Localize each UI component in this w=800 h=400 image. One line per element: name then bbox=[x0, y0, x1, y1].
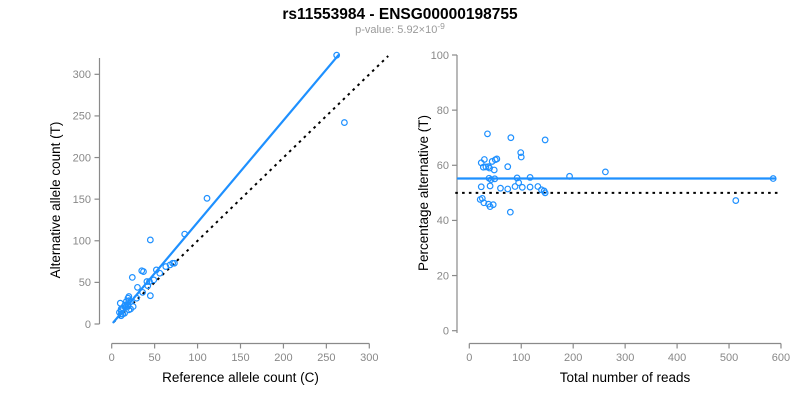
data-point-circle bbox=[333, 51, 341, 59]
data-point-circle bbox=[511, 183, 519, 190]
data-point-circle bbox=[769, 175, 777, 182]
data-point-circle bbox=[484, 130, 491, 138]
y-tick-label: 0 bbox=[85, 319, 91, 331]
right-scatter-panel: 0 100 200 300 400 500 600 0 20 40 60 80 100 Total num… bbox=[416, 50, 790, 385]
data-point-circle bbox=[477, 183, 485, 191]
data-point-circle bbox=[602, 168, 609, 176]
x-tick-label: 100 bbox=[512, 352, 530, 364]
data-point-circle bbox=[526, 174, 534, 181]
data-point-circle bbox=[489, 201, 497, 209]
data-point-circle bbox=[134, 283, 141, 291]
x-tick-label: 150 bbox=[231, 352, 249, 364]
data-point-circle bbox=[488, 158, 496, 165]
data-point-circle bbox=[166, 261, 174, 269]
data-point-circle bbox=[515, 179, 523, 187]
data-point-circle bbox=[146, 278, 153, 285]
data-point-circle bbox=[152, 266, 160, 274]
x-tick-label: 300 bbox=[616, 352, 634, 364]
data-point-circle bbox=[150, 276, 158, 284]
x-tick-label: 400 bbox=[668, 352, 686, 364]
data-point-circle bbox=[507, 134, 515, 142]
pvalue-exponent: -9 bbox=[437, 21, 445, 31]
data-point-circle bbox=[144, 282, 152, 290]
data-point-circle bbox=[146, 236, 154, 244]
x-tick-label: 0 bbox=[466, 352, 472, 364]
data-point-circle bbox=[541, 136, 549, 144]
data-point-circle bbox=[504, 163, 512, 171]
x-tick-label: 100 bbox=[188, 352, 206, 364]
y-tick-label: 250 bbox=[73, 111, 91, 123]
y-tick-label: 20 bbox=[437, 270, 449, 282]
figure-title: rs11553984 - ENSG00000198755 bbox=[282, 6, 518, 23]
data-point-circle bbox=[491, 175, 499, 183]
x-tick-label: 250 bbox=[317, 352, 335, 364]
data-point-circle bbox=[518, 183, 526, 191]
y-tick-label: 200 bbox=[73, 152, 91, 164]
fit-line bbox=[112, 54, 340, 324]
y-tick-label: 50 bbox=[79, 277, 91, 289]
data-point-circle bbox=[732, 197, 740, 204]
data-point-circle bbox=[340, 119, 348, 126]
y-axis-title: Percentage alternative (T) bbox=[416, 115, 431, 271]
data-point-circle bbox=[156, 269, 164, 277]
y-axis-title: Alternative allele count (T) bbox=[48, 122, 63, 279]
y-tick-label: 150 bbox=[73, 194, 91, 206]
left-scatter-panel: 0 50 100 150 200 250 300 0 50 100 150 200 250 300 Refe… bbox=[48, 51, 389, 385]
data-point-circle bbox=[181, 230, 189, 238]
x-axis-title: Reference allele count (C) bbox=[162, 370, 319, 385]
data-point-circle bbox=[534, 183, 542, 190]
data-point-circle bbox=[121, 309, 128, 317]
x-tick-label: 50 bbox=[149, 352, 161, 364]
x-tick-label: 200 bbox=[274, 352, 292, 364]
data-point-circle bbox=[129, 303, 137, 310]
y-tick-label: 100 bbox=[431, 50, 449, 62]
x-axis-title: Total number of reads bbox=[560, 370, 691, 385]
data-point-circle bbox=[133, 294, 141, 302]
data-point-circle bbox=[538, 186, 545, 194]
data-point-circle bbox=[482, 163, 490, 171]
pvalue-text: p-value: 5.92×10 bbox=[355, 24, 437, 36]
x-tick-label: 200 bbox=[564, 352, 582, 364]
data-point-circle bbox=[506, 208, 514, 216]
data-point-circle bbox=[517, 149, 525, 156]
data-point-circle bbox=[140, 268, 147, 275]
data-point-circle bbox=[139, 288, 147, 296]
data-point-circle bbox=[487, 176, 495, 184]
data-point-circle bbox=[485, 163, 492, 171]
y-tick-label: 40 bbox=[437, 215, 449, 227]
x-tick-label: 600 bbox=[772, 352, 790, 364]
data-point-circle bbox=[490, 166, 498, 174]
data-point-circle bbox=[128, 273, 136, 281]
y-tick-label: 60 bbox=[437, 160, 449, 172]
y-tick-label: 100 bbox=[73, 236, 91, 248]
data-point-circle bbox=[504, 185, 512, 193]
data-point-circle bbox=[146, 292, 154, 300]
data-point-circle bbox=[526, 183, 534, 191]
reference-dotted-line bbox=[112, 55, 389, 324]
y-tick-label: 80 bbox=[437, 105, 449, 117]
data-point-circle bbox=[143, 278, 151, 285]
data-point-circle bbox=[497, 184, 504, 192]
x-tick-label: 500 bbox=[720, 352, 738, 364]
x-tick-label: 300 bbox=[360, 352, 378, 364]
y-tick-label: 300 bbox=[73, 69, 91, 81]
data-point-circle bbox=[203, 194, 211, 202]
data-point-circle bbox=[566, 172, 573, 180]
data-point-circle bbox=[162, 263, 170, 270]
figure-subtitle: p-value: 5.92×10-9 bbox=[355, 21, 445, 36]
data-point-circle bbox=[478, 194, 486, 202]
data-point-circle bbox=[486, 182, 494, 190]
y-tick-label: 0 bbox=[443, 326, 449, 338]
data-point-circle bbox=[517, 153, 525, 161]
x-tick-label: 0 bbox=[109, 352, 115, 364]
